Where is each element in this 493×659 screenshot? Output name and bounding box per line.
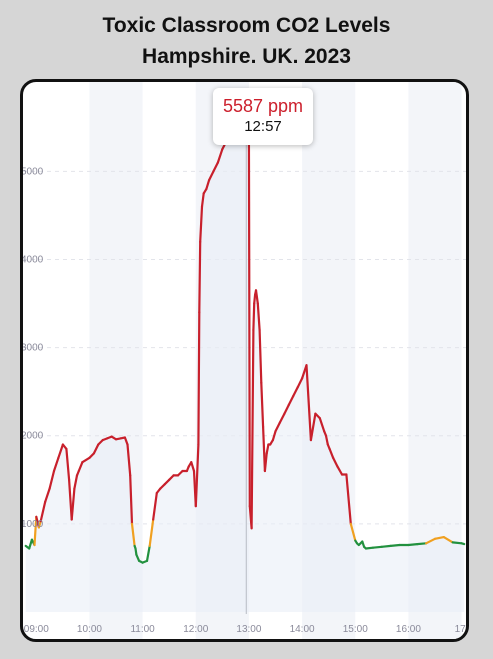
line-segment <box>265 443 270 455</box>
line-segment <box>389 543 401 547</box>
line-segment <box>442 536 454 544</box>
line-segment <box>247 126 251 508</box>
line-segment <box>253 293 257 305</box>
line-segment <box>416 542 428 546</box>
line-segment <box>77 461 84 473</box>
line-segment <box>73 474 79 490</box>
y-tick-label: 3000 <box>23 343 44 354</box>
area-fill <box>25 119 465 612</box>
line-segment <box>200 192 205 208</box>
line-segment <box>152 491 158 521</box>
line-segment <box>309 412 317 442</box>
line-segment <box>57 443 65 459</box>
line-segment <box>296 377 304 389</box>
line-segment <box>328 447 335 459</box>
line-segment <box>212 161 219 173</box>
line-segment <box>283 403 290 415</box>
chart-subtitle: Hampshire. UK. 2023 <box>142 45 351 68</box>
line-segment <box>349 522 357 542</box>
x-tick-label: 13:00 <box>236 624 261 635</box>
line-segment <box>254 289 259 305</box>
line-segment <box>278 412 286 424</box>
line-segment <box>194 443 200 508</box>
line-segment <box>198 240 202 314</box>
y-tick-label: 1000 <box>23 519 44 530</box>
co2-line-chart[interactable]: 1000 2000 3000 4000 5000 09:00 10:00 11:00 12:0… <box>23 82 466 639</box>
x-tick-label: 10:00 <box>77 624 102 635</box>
line-segment <box>252 302 256 332</box>
line-segment <box>380 544 392 548</box>
line-segment <box>433 536 445 540</box>
line-segment <box>70 487 76 521</box>
y-tick-label: 5000 <box>23 166 44 177</box>
x-tick-label: 16:00 <box>396 624 421 635</box>
line-segment <box>33 515 38 547</box>
line-segment <box>336 465 344 476</box>
line-segment <box>345 473 352 525</box>
line-segment <box>205 178 211 191</box>
y-tick-label: 2000 <box>23 431 44 442</box>
line-segment <box>425 537 437 545</box>
x-tick-label: 11:00 <box>130 624 155 635</box>
chart-title-block: Toxic Classroom CO2 Levels Hampshire. UK… <box>0 10 493 72</box>
line-segment <box>271 430 277 442</box>
line-segment <box>123 436 129 446</box>
x-tick-label: 09:00 <box>24 624 49 635</box>
x-axis-ticks: 09:00 10:00 11:00 12:00 13:00 14:00 15:00 16:00… <box>24 624 466 635</box>
line-segment <box>39 500 47 523</box>
line-segment <box>126 443 132 477</box>
y-axis-ticks: 1000 2000 3000 4000 5000 <box>23 166 44 530</box>
line-segment <box>305 364 312 442</box>
line-segment <box>250 328 255 530</box>
line-segment <box>48 469 56 490</box>
line-segment <box>92 443 100 455</box>
line-segment <box>148 518 155 547</box>
line-segment <box>208 170 215 182</box>
line-segment <box>324 434 329 446</box>
series-line <box>24 118 466 564</box>
line-segment <box>130 522 136 547</box>
line-segment <box>407 543 419 547</box>
line-segment <box>451 541 463 545</box>
line-segment <box>197 311 201 446</box>
y-tick-label: 4000 <box>23 254 44 265</box>
tooltip-value: 5587 ppm <box>222 96 304 116</box>
x-tick-label: 14:00 <box>290 624 315 635</box>
line-segment <box>44 487 51 503</box>
line-segment <box>81 456 91 464</box>
chart-card: 1000 2000 3000 4000 5000 09:00 10:00 11:00 12:0… <box>20 79 469 642</box>
chart-title: Toxic Classroom CO2 Levels <box>102 14 391 37</box>
line-segment <box>371 545 383 549</box>
x-tick-label: 17: <box>455 624 466 635</box>
line-segment <box>287 395 295 406</box>
line-segment <box>145 544 151 562</box>
x-tick-label: 12:00 <box>183 624 208 635</box>
line-segment <box>332 456 339 468</box>
line-segment <box>364 546 375 550</box>
line-segment <box>65 447 71 481</box>
line-segment <box>260 381 265 428</box>
line-segment <box>318 417 326 433</box>
line-segment <box>256 302 261 332</box>
tooltip-time: 12:57 <box>244 118 282 135</box>
line-segment <box>258 328 263 384</box>
line-segment <box>135 553 141 562</box>
area-path <box>25 119 465 612</box>
line-segment <box>292 386 299 398</box>
value-tooltip: 5587 ppm 12:57 <box>213 88 313 145</box>
x-tick-label: 15:00 <box>343 624 368 635</box>
line-segment <box>460 542 466 546</box>
line-segment <box>52 456 60 473</box>
line-segment <box>190 461 196 473</box>
line-segment <box>199 205 204 243</box>
line-segment <box>129 474 134 525</box>
line-segment <box>263 452 268 473</box>
line-segment <box>216 148 224 164</box>
line-segment <box>274 421 281 433</box>
